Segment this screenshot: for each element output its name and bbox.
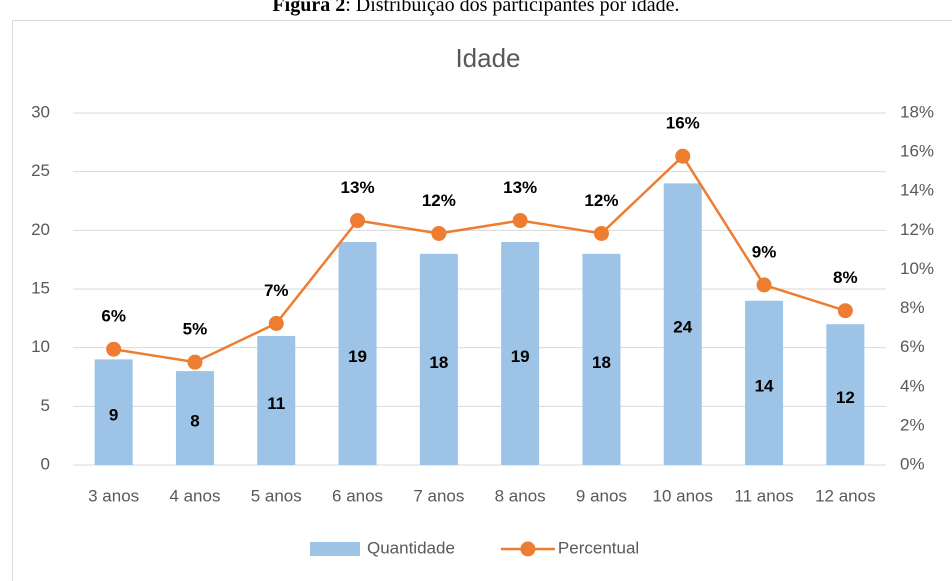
y2-tick-label: 12% — [900, 220, 934, 239]
bar — [257, 335, 296, 465]
line — [113, 154, 846, 364]
y2-tick-label: 0% — [900, 454, 925, 473]
x-tick-label: 6 anos — [332, 486, 383, 505]
y2-tick-label: 10% — [900, 259, 934, 278]
y-tick-label: 5 — [41, 396, 50, 415]
bar-label: 9 — [109, 406, 118, 425]
bar-label: 24 — [673, 318, 692, 337]
x-tick-label: 12 anos — [815, 486, 876, 505]
line-marker — [675, 148, 691, 164]
line-marker — [187, 354, 203, 370]
line-marker — [837, 303, 853, 319]
chart-border — [12, 20, 952, 581]
y2-tick-label: 16% — [900, 142, 934, 161]
x-tick-label: 5 anos — [251, 486, 302, 505]
x-tick-label: 9 anos — [576, 486, 627, 505]
bar — [338, 242, 377, 465]
caption-label: Figura 2 — [272, 0, 345, 16]
x-tick-label: 8 anos — [495, 486, 546, 505]
caption-text: : Distribuição dos participantes por ida… — [345, 0, 679, 16]
y2-tick-label: 18% — [900, 102, 934, 121]
y2-tick-label: 2% — [900, 415, 925, 434]
bar-label: 19 — [511, 347, 530, 366]
y-tick-label: 30 — [31, 102, 50, 121]
y-tick-label: 10 — [31, 337, 50, 356]
line-label: 12% — [584, 191, 618, 210]
bar-label: 11 — [267, 394, 285, 413]
line-marker — [431, 225, 447, 241]
chart-title: Idade — [455, 43, 520, 73]
line-label: 9% — [752, 242, 777, 261]
line-label: 13% — [341, 178, 375, 197]
x-tick-label: 3 anos — [88, 486, 139, 505]
line-label: 5% — [183, 320, 208, 339]
x-tick-label: 11 anos — [734, 486, 793, 505]
y2-tick-label: 14% — [900, 181, 934, 200]
y-tick-label: 20 — [31, 220, 50, 239]
bar — [175, 371, 214, 465]
line-label: 12% — [422, 191, 456, 210]
x-tick-label: 7 anos — [413, 486, 464, 505]
line-label: 7% — [264, 281, 289, 300]
line-marker — [268, 315, 284, 331]
bar — [94, 359, 133, 465]
x-tick-label: 10 anos — [653, 486, 714, 505]
bar — [663, 183, 702, 465]
y-tick-label: 25 — [31, 161, 50, 180]
y-tick-label: 0 — [41, 454, 50, 473]
line-label: 13% — [503, 178, 537, 197]
bar-label: 8 — [190, 412, 199, 431]
x-tick-label: 4 anos — [169, 486, 220, 505]
bar-label: 18 — [592, 353, 611, 372]
bar-label: 19 — [348, 347, 367, 366]
bar-label: 18 — [429, 353, 448, 372]
bar — [501, 242, 540, 465]
bar-label: 14 — [755, 376, 774, 395]
legend-swatch — [310, 542, 360, 556]
y2-tick-label: 8% — [900, 298, 925, 317]
legend-marker — [520, 541, 536, 557]
y-tick-label: 15 — [31, 278, 50, 297]
bar — [419, 253, 458, 465]
bar — [582, 253, 621, 465]
bar-label: 12 — [836, 388, 855, 407]
line-marker — [350, 213, 366, 229]
line-marker — [512, 213, 528, 229]
line-label: 8% — [833, 268, 858, 287]
legend-label: Quantidade — [367, 538, 455, 557]
bar — [826, 324, 865, 465]
caption: Figura 2: Distribuição dos participantes… — [272, 0, 679, 16]
bar — [745, 300, 784, 465]
line-label: 6% — [101, 307, 126, 326]
y2-tick-label: 4% — [900, 376, 925, 395]
y2-tick-label: 6% — [900, 337, 925, 356]
line-marker — [106, 341, 122, 357]
line-label: 16% — [666, 114, 700, 133]
legend-label: Percentual — [558, 538, 639, 557]
line-marker — [756, 277, 772, 293]
line-marker — [593, 225, 609, 241]
